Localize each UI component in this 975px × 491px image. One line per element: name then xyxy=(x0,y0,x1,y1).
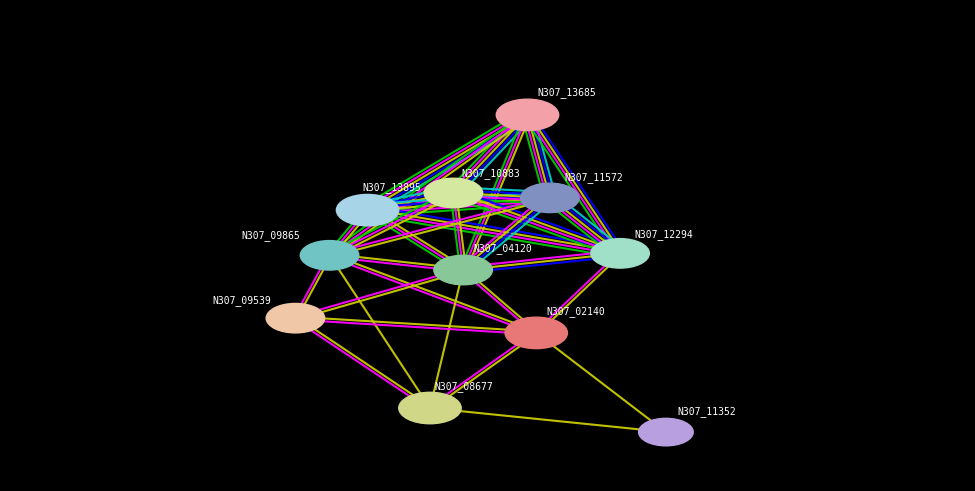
Circle shape xyxy=(399,392,461,424)
Circle shape xyxy=(521,183,579,213)
Text: N307_04120: N307_04120 xyxy=(473,244,531,254)
Circle shape xyxy=(639,418,693,446)
Text: N307_09539: N307_09539 xyxy=(213,295,271,306)
Circle shape xyxy=(505,317,567,349)
Circle shape xyxy=(424,178,483,208)
Text: N307_11572: N307_11572 xyxy=(565,172,623,183)
Circle shape xyxy=(300,241,359,270)
Circle shape xyxy=(591,239,649,268)
Circle shape xyxy=(266,303,325,333)
Text: N307_02140: N307_02140 xyxy=(546,306,604,317)
Circle shape xyxy=(336,194,399,226)
Text: N307_11352: N307_11352 xyxy=(678,407,736,417)
Text: N307_13895: N307_13895 xyxy=(363,182,421,193)
Text: N307_13685: N307_13685 xyxy=(537,87,596,98)
Text: N307_10883: N307_10883 xyxy=(461,168,520,179)
Text: N307_09865: N307_09865 xyxy=(242,230,300,241)
Circle shape xyxy=(496,99,559,131)
Text: N307_12294: N307_12294 xyxy=(635,229,693,240)
Text: N307_08677: N307_08677 xyxy=(435,382,493,392)
Circle shape xyxy=(434,255,492,285)
